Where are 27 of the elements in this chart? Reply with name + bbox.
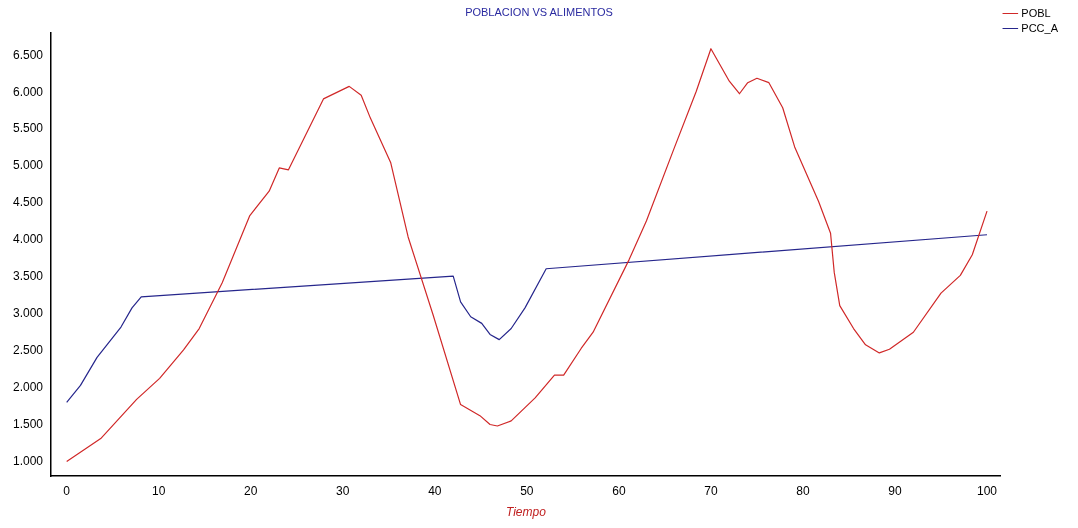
- chart-title: POBLACION VS ALIMENTOS: [465, 5, 613, 18]
- x-tick-label: 100: [977, 483, 998, 498]
- y-tick-label: 5.000: [13, 158, 44, 173]
- y-tick-label: 6.500: [13, 47, 44, 62]
- x-tick-label: 0: [63, 483, 71, 498]
- x-tick-label: 30: [336, 483, 350, 498]
- x-tick-label: 80: [796, 483, 810, 498]
- x-tick-label: 60: [612, 483, 626, 498]
- y-tick-label: 3.500: [13, 269, 44, 284]
- y-tick-label: 6.000: [13, 84, 44, 99]
- x-tick-label: 20: [244, 483, 258, 498]
- y-tick-label: 2.000: [13, 379, 44, 394]
- y-tick-label: 3.000: [13, 306, 44, 321]
- y-tick-label: 5.500: [13, 121, 44, 136]
- y-tick-label: 1.000: [13, 453, 44, 468]
- x-tick-label: 10: [152, 483, 166, 498]
- x-tick-label: 50: [520, 483, 534, 498]
- legend-label: POBL: [1021, 6, 1051, 19]
- y-tick-label: 2.500: [13, 343, 44, 357]
- x-axis-title: Tiempo: [505, 505, 547, 520]
- x-tick-label: 90: [888, 483, 902, 498]
- y-tick-label: 4.000: [13, 232, 44, 247]
- x-tick-label: 40: [428, 483, 442, 498]
- legend-label: PCC_A: [1021, 21, 1059, 34]
- y-tick-label: 1.500: [13, 416, 44, 431]
- x-tick-label: 70: [704, 483, 718, 498]
- y-tick-label: 4.500: [13, 195, 44, 210]
